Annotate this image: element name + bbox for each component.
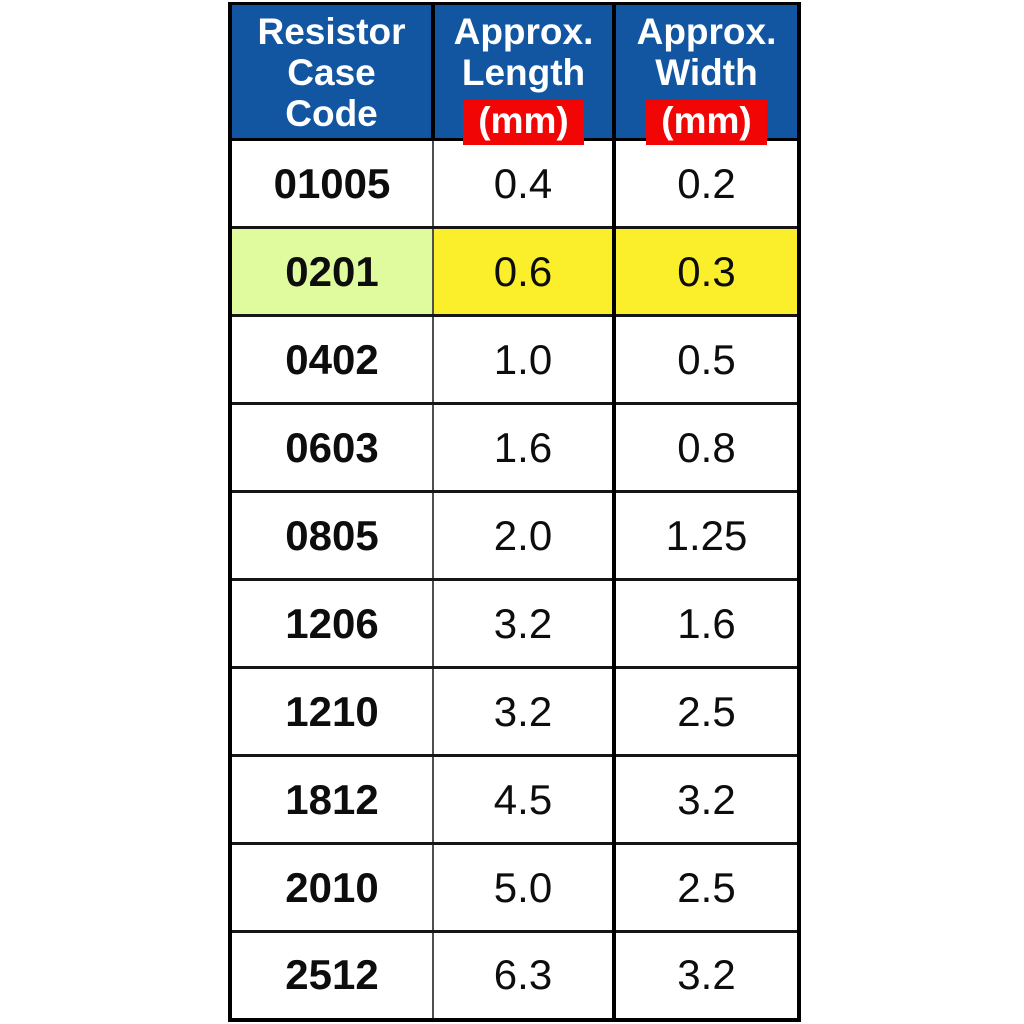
width-value-cell: 2.5: [612, 666, 799, 756]
width-value-cell: 0.5: [612, 314, 799, 404]
length-value-cell: 3.2: [432, 578, 614, 668]
case-code-cell: 01005: [230, 138, 433, 228]
header-line: Code: [285, 93, 378, 134]
width-value-cell: 2.5: [612, 842, 799, 932]
table-row-01005: 01005 0.4 0.2: [230, 138, 799, 228]
width-value-cell: 3.2: [612, 754, 799, 844]
length-value-cell: 4.5: [432, 754, 614, 844]
width-unit-badge: (mm): [646, 100, 767, 145]
table-row-2010: 2010 5.0 2.5: [230, 842, 799, 932]
header-row: Resistor Case Code Approx. Length (mm) A…: [230, 3, 799, 145]
length-value-cell: 2.0: [432, 490, 614, 580]
table-row-1812: 1812 4.5 3.2: [230, 754, 799, 844]
table-row-1206: 1206 3.2 1.6: [230, 578, 799, 668]
width-value-cell: 0.8: [612, 402, 799, 492]
length-unit-badge: (mm): [463, 100, 584, 145]
width-value-cell: 1.6: [612, 578, 799, 668]
table-row-0402: 0402 1.0 0.5: [230, 314, 799, 404]
length-value-cell: 0.4: [432, 138, 614, 228]
table-row-0201-highlighted: 0201 0.6 0.3: [230, 226, 799, 316]
case-code-cell: 1206: [230, 578, 433, 668]
header-line: Resistor: [257, 11, 406, 52]
length-value-cell: 0.6: [432, 226, 614, 316]
width-value-cell: 0.2: [612, 138, 799, 228]
case-code-cell: 1812: [230, 754, 433, 844]
case-code-cell: 1210: [230, 666, 433, 756]
length-value-cell: 5.0: [432, 842, 614, 932]
width-value-cell: 1.25: [612, 490, 799, 580]
table-row-1210: 1210 3.2 2.5: [230, 666, 799, 756]
case-code-cell: 0402: [230, 314, 433, 404]
case-code-cell: 0603: [230, 402, 433, 492]
header-cell-case-code: Resistor Case Code: [230, 3, 433, 141]
case-code-cell: 0805: [230, 490, 433, 580]
case-code-cell: 2512: [230, 930, 433, 1020]
table-row-0805: 0805 2.0 1.25: [230, 490, 799, 580]
header-cell-width: Approx. Width (mm): [612, 3, 799, 145]
case-code-cell: 0201: [230, 226, 433, 316]
length-value-cell: 1.0: [432, 314, 614, 404]
header-line: Approx.: [636, 11, 777, 52]
case-code-cell: 2010: [230, 842, 433, 932]
length-value-cell: 6.3: [432, 930, 614, 1020]
table-row-2512: 2512 6.3 3.2: [230, 930, 799, 1020]
header-line: (mm): [435, 93, 612, 145]
header-line: (mm): [616, 93, 797, 145]
header-line: Case: [287, 52, 376, 93]
resistor-case-size-table: Resistor Case Code Approx. Length (mm) A…: [228, 2, 801, 1022]
length-value-cell: 3.2: [432, 666, 614, 756]
header-cell-length: Approx. Length (mm): [431, 3, 614, 145]
width-value-cell: 3.2: [612, 930, 799, 1020]
header-line: Approx.: [453, 11, 594, 52]
length-value-cell: 1.6: [432, 402, 614, 492]
table-row-0603: 0603 1.6 0.8: [230, 402, 799, 492]
width-value-cell: 0.3: [612, 226, 799, 316]
header-line: Width: [655, 52, 758, 93]
header-line: Length: [461, 52, 586, 93]
resistor-size-table-container: Resistor Case Code Approx. Length (mm) A…: [228, 2, 801, 1022]
